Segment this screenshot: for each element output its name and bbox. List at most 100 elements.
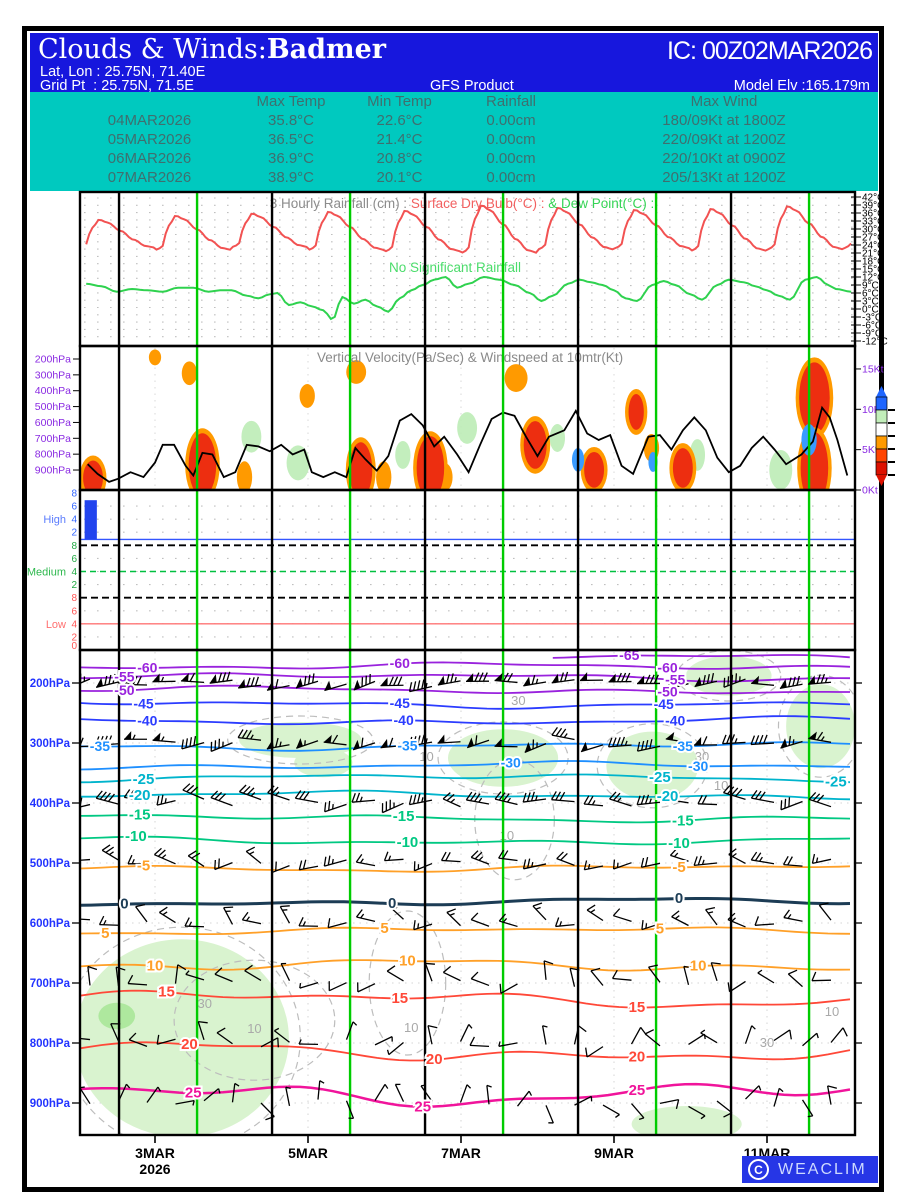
isotherm-label: -15	[393, 808, 415, 825]
wind-barb	[374, 1084, 389, 1101]
barb-full	[186, 784, 195, 793]
table-cell: 0.00cm	[486, 169, 536, 186]
rh-contour	[227, 715, 374, 765]
isotherm-label: 10	[147, 957, 164, 974]
product-label: GFS Product	[430, 78, 514, 94]
barb-full	[275, 737, 279, 748]
wind-barb	[159, 906, 176, 924]
pressure-axis-label: 800hPa	[35, 449, 71, 461]
wind-barb	[640, 856, 661, 868]
isotherm-line	[80, 789, 851, 801]
isotherm-line	[80, 926, 851, 935]
barb-staff	[95, 743, 119, 746]
barb-full	[95, 790, 103, 799]
barb-staff	[384, 858, 404, 862]
wind-barb	[459, 1024, 473, 1042]
table-cell: 36.9°C	[267, 150, 315, 167]
barb-half	[450, 798, 456, 803]
barb-full	[616, 737, 621, 747]
colorbar-segment	[875, 448, 888, 463]
barb-staff	[299, 865, 319, 871]
barb-full	[697, 795, 703, 805]
rh-contour	[676, 651, 782, 702]
barb-half	[386, 1049, 390, 1055]
barb-half	[468, 1024, 473, 1029]
cloud-section-label: Medium	[27, 567, 66, 579]
barb-staff	[356, 861, 376, 867]
temp-axis-label: -9°C	[862, 329, 882, 340]
wind-barb	[383, 851, 404, 862]
barb-full	[763, 734, 768, 744]
barb-full	[750, 735, 756, 745]
barb-staff	[780, 740, 803, 749]
barb-full	[298, 917, 304, 927]
wind-barb	[187, 850, 205, 867]
wind-barb	[465, 672, 490, 683]
barb-full	[569, 967, 580, 971]
barb-staff	[345, 1100, 355, 1119]
barb-staff	[80, 1087, 91, 1105]
barb-full	[470, 912, 479, 921]
barb-staff	[157, 1038, 176, 1045]
barb-staff	[556, 858, 575, 866]
barb-staff	[443, 971, 461, 982]
wind-barb	[280, 962, 291, 981]
barb-full	[189, 672, 196, 682]
barb-staff	[683, 966, 690, 985]
barb-full	[499, 983, 502, 994]
barb-full	[123, 789, 131, 798]
wind-barb	[323, 734, 347, 746]
barb-staff	[751, 859, 775, 865]
barb-staff	[374, 1084, 386, 1101]
colorbar-segment	[875, 422, 888, 437]
wind-barb	[802, 1032, 819, 1047]
barb-half	[285, 1086, 291, 1090]
isotherm-label: -5	[137, 857, 150, 874]
barb-half	[250, 734, 254, 740]
barb-full	[246, 677, 251, 688]
barb-half	[673, 852, 679, 858]
barb-full	[427, 1025, 438, 1029]
barb-full	[609, 791, 617, 800]
barb-full	[216, 1027, 226, 1034]
temp-axis-label: -12°C	[862, 337, 888, 348]
table-date: 07MAR2026	[107, 169, 192, 186]
barb-staff	[551, 734, 575, 741]
barb-full	[522, 859, 527, 869]
wind-barb	[181, 735, 205, 750]
barb-staff	[80, 678, 91, 684]
x-axis-label: 9MAR	[594, 1145, 634, 1161]
isotherm-line	[80, 773, 851, 784]
rh-contour-label: 10	[825, 1004, 839, 1019]
barb-staff	[223, 907, 234, 925]
vv-blob	[299, 384, 315, 408]
wind-barb	[545, 1105, 554, 1124]
barb-staff	[214, 862, 233, 871]
wind-barb	[323, 855, 347, 867]
barb-full	[644, 794, 650, 805]
barb-pennant	[551, 673, 559, 683]
barb-full	[244, 964, 253, 972]
wind-barb	[394, 1083, 405, 1102]
barb-staff	[328, 982, 347, 992]
barb-staff	[745, 1085, 760, 1100]
barb-half	[421, 797, 424, 803]
wind-barb	[498, 913, 518, 928]
barb-full	[474, 851, 483, 860]
barb-full	[482, 672, 488, 682]
barb-half	[498, 1041, 501, 1047]
barb-staff	[174, 964, 179, 984]
wind-barb	[612, 969, 632, 981]
barb-half	[250, 792, 256, 797]
barb-full	[711, 962, 721, 965]
barb-full	[417, 793, 421, 804]
barb-staff	[494, 798, 518, 806]
barb-full	[564, 671, 569, 682]
isotherm-line	[80, 684, 850, 695]
barb-full	[583, 860, 588, 870]
wind-barb	[523, 675, 547, 687]
wind-barb	[466, 735, 490, 749]
barb-half	[466, 1084, 472, 1089]
barb-staff	[357, 983, 376, 993]
barb-full	[218, 793, 226, 802]
